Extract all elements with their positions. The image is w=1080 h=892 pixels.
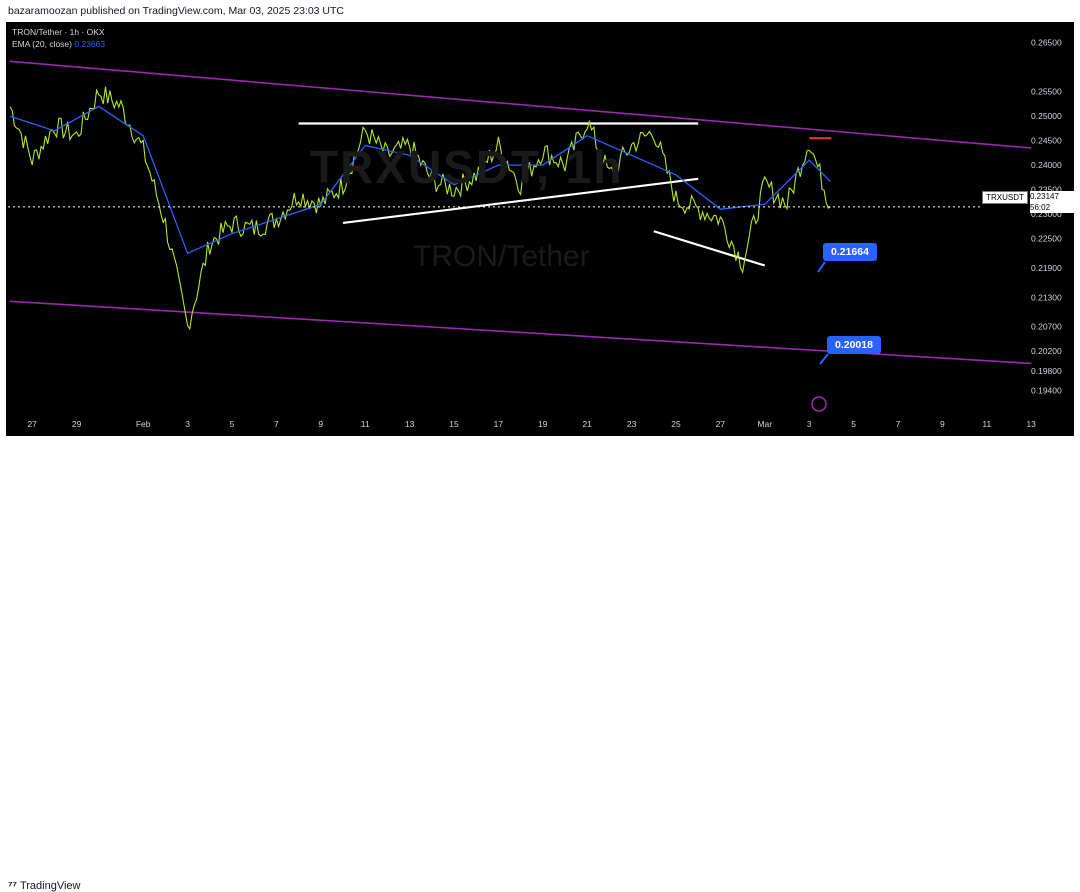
published-info: bazaramoozan published on TradingView.co… [8,5,345,17]
y-tick-label: 0.21300 [1031,292,1062,302]
tv-logo-icon: ⁷⁷ [8,880,18,892]
x-tick-label: 3 [185,419,190,429]
price-chart[interactable]: 0.26500 0.25500 0.25000 0.24500 0.24000 0.235… [0,0,1080,461]
ema-line [9,105,831,255]
x-tick-label: 5 [230,419,235,429]
x-tick-label: 19 [538,419,548,429]
x-tick-label: Feb [136,419,151,429]
x-tick-label: 21 [582,419,592,429]
y-tick-label: 0.25000 [1031,111,1062,121]
x-tick-label: 11 [361,419,370,429]
descending-channel-top-line [9,60,1032,149]
legend-symbol[interactable]: TRON/Tether · 1h · OKX [12,27,105,37]
price-tag-symbol: TRXUSDT [982,191,1028,204]
x-tick-label: 7 [274,419,279,429]
watermark-ticker: TRXUSDT, 1h [310,141,624,193]
ascending-trendline-line [342,177,699,225]
x-tick-label: Mar [757,419,772,429]
x-tick-label: 27 [27,419,37,429]
x-tick-label: 9 [940,419,945,429]
x-tick-label: 13 [1026,419,1036,429]
x-tick-label: 25 [671,419,681,429]
price-tag-countdown: 56:02 [1030,202,1074,213]
y-tick-label: 0.20700 [1031,322,1062,332]
x-tick-label: 5 [851,419,856,429]
x-tick-label: 11 [982,419,991,429]
x-tick-label: 9 [318,419,323,429]
callout-1-pointer [817,261,826,273]
y-tick-label: 0.24500 [1031,136,1062,146]
tradingview-logo[interactable]: ⁷⁷ TradingView [8,880,80,892]
x-tick-label: 13 [405,419,415,429]
price-tag[interactable]: TRXUSDT 0.23147 56:02 [982,191,1074,215]
y-tick-label: 0.23000 [1031,209,1062,219]
y-tick-label: 0.26500 [1031,38,1062,48]
x-tick-label: 7 [896,419,901,429]
y-tick-label: 0.20200 [1031,346,1062,356]
ema-value: 0.23663 [74,39,106,49]
descending-trendline-line [653,230,766,267]
y-tick-label: 0.25500 [1031,87,1062,97]
x-tick-label: 15 [449,419,459,429]
x-tick-label: 3 [807,419,812,429]
price-series-line [9,86,831,331]
y-tick-label: 0.19400 [1031,385,1062,395]
callout-2-pointer [819,353,829,365]
y-tick-label: 0.19800 [1031,366,1062,376]
y-tick-label: 0.23500 [1031,185,1062,195]
top-bar: bazaramoozan published on TradingView.co… [0,0,1080,22]
y-tick-label: 0.21900 [1031,263,1062,273]
watermark-name: TRON/Tether [413,240,590,273]
ema-label: EMA (20, close) [12,39,72,49]
y-tick-label: 0.24000 [1031,160,1062,170]
tv-brand: TradingView [19,880,81,892]
y-tick-label: 0.22500 [1031,234,1062,244]
x-tick-label: 17 [494,419,504,429]
chart-area[interactable] [6,22,1074,436]
legend-ema[interactable]: EMA (20, close) 0.23663 [12,39,105,49]
price-tag-value: 0.23147 [1030,191,1074,202]
alert-icon [811,396,827,412]
price-callout-2[interactable]: 0.20018 [827,336,881,354]
footer: ⁷⁷ TradingView [0,438,1080,892]
x-tick-label: 29 [72,419,82,429]
x-tick-label: 23 [627,419,637,429]
x-tick-label: 27 [716,419,726,429]
price-callout-1[interactable]: 0.21664 [823,243,877,261]
descending-channel-bottom-line [9,300,1032,365]
